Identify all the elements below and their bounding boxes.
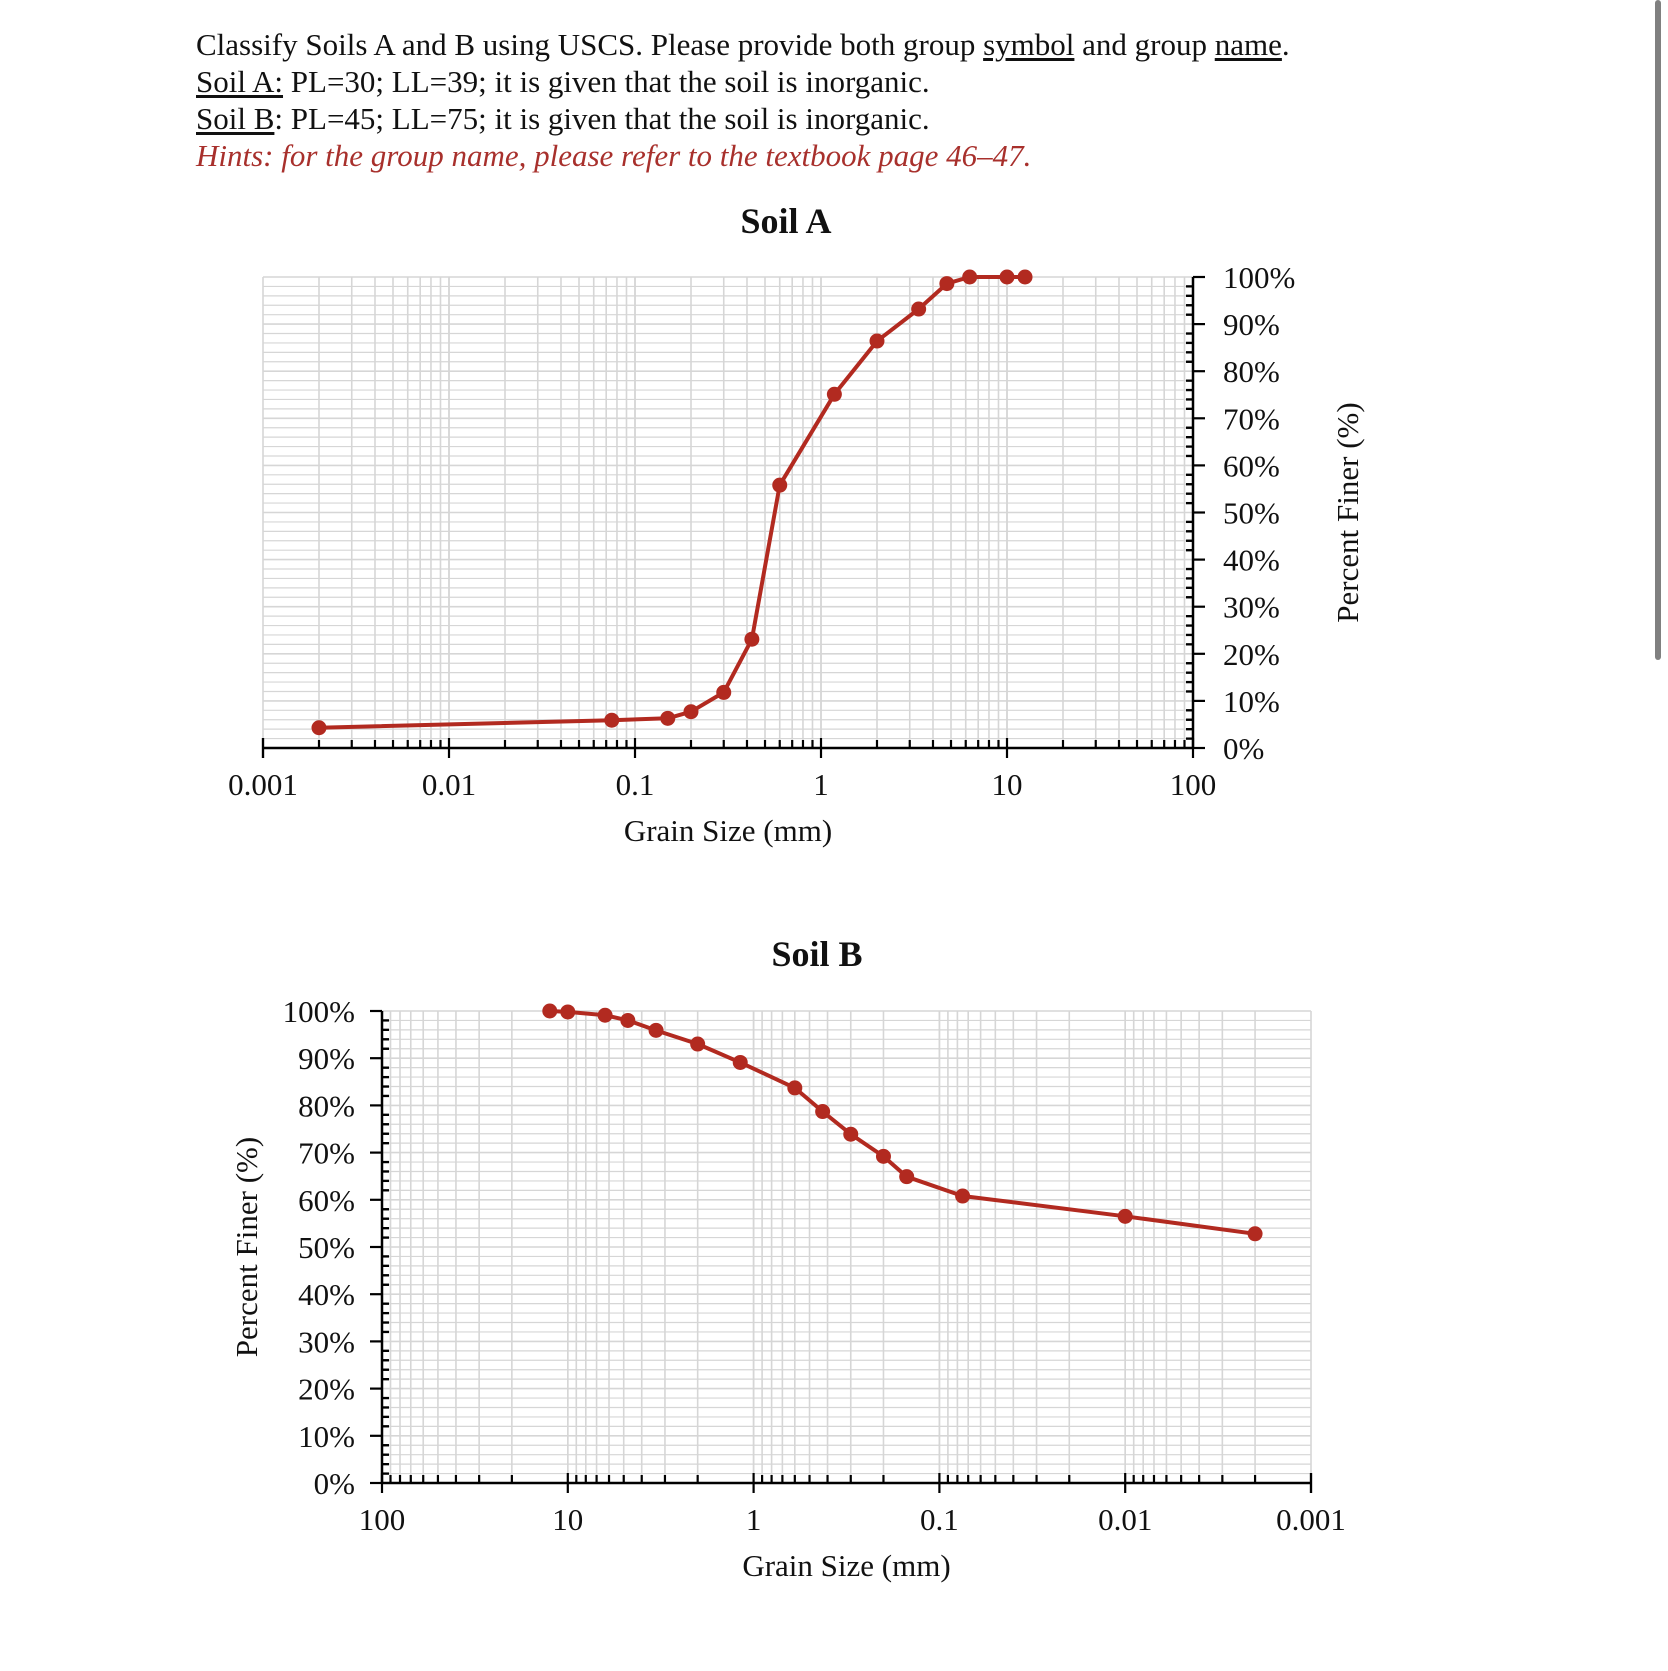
y-tick-label: 90% [1223, 307, 1280, 342]
data-point [560, 1004, 576, 1020]
data-point [843, 1126, 859, 1142]
y-tick-label: 70% [298, 1136, 355, 1171]
question-text: Classify Soils A and B using USCS. Pleas… [196, 26, 1290, 174]
y-tick-label: 90% [298, 1041, 355, 1076]
y-tick-label: 10% [1223, 684, 1280, 719]
x-tick-label: 100 [359, 1502, 406, 1537]
data-point [826, 386, 842, 402]
y-tick-label: 60% [298, 1183, 355, 1218]
data-point [772, 477, 788, 493]
y-tick-label: 40% [298, 1277, 355, 1312]
x-tick-label: 0.01 [1098, 1502, 1152, 1537]
soil-a-description: Soil A: PL=30; LL=39; it is given that t… [196, 64, 930, 99]
grid [381, 1010, 1312, 1484]
x-tick-label: 100 [1170, 767, 1217, 802]
x-axis: 100 10 1 0.1 0.01 0.001 Grain Size (mm) [359, 1473, 1346, 1583]
y-tick-label: 20% [298, 1372, 355, 1407]
data-point [869, 333, 885, 349]
data-line [318, 275, 1025, 730]
y-tick-label: 50% [298, 1230, 355, 1265]
x-tick-label: 0.001 [1276, 1502, 1346, 1537]
scrollbar-thumb[interactable] [1655, 0, 1661, 660]
x-tick-label: 0.001 [228, 767, 298, 802]
x-axis-title: Grain Size (mm) [742, 1548, 950, 1583]
data-point [1117, 1208, 1133, 1224]
chart-title: Soil B [771, 934, 862, 974]
soil-b-label: Soil B [196, 101, 275, 136]
data-point [716, 684, 732, 700]
y-axis: 0% 10% 20% 30% 40% 50% 60% 70% 80% 90% 100% Percent… [1186, 260, 1365, 766]
y-tick-label: 100% [1223, 260, 1295, 295]
hint-text: Hints: for the group name, please refer … [196, 138, 1032, 173]
data-point [999, 269, 1015, 285]
x-tick-label: 10 [992, 767, 1023, 802]
x-tick-label: 0.1 [920, 1502, 959, 1537]
data-point [732, 1054, 748, 1070]
x-axis: 0.001 0.01 0.1 1 10 100 Grain Size (mm) [228, 738, 1216, 848]
y-tick-label: 10% [298, 1419, 355, 1454]
question-line-1: Classify Soils A and B using USCS. Pleas… [196, 27, 1290, 62]
data-point [690, 1036, 706, 1052]
y-tick-label: 80% [298, 1088, 355, 1123]
x-tick-label: 1 [813, 767, 829, 802]
chart-soil-b: 100 10 1 0.1 0.01 0.001 Grain Size (mm) 0% 10% 20… [229, 934, 1346, 1583]
data-point [604, 712, 620, 728]
data-point [542, 1003, 558, 1019]
y-tick-label: 100% [283, 994, 355, 1029]
soil-a-label: Soil A: [196, 64, 284, 99]
data-point [911, 301, 927, 317]
data-point [683, 704, 699, 720]
x-tick-label: 10 [552, 1502, 583, 1537]
y-tick-label: 20% [1223, 637, 1280, 672]
grid [262, 276, 1194, 749]
data-point [875, 1148, 891, 1164]
y-tick-label: 30% [298, 1324, 355, 1359]
x-tick-label: 0.01 [422, 767, 476, 802]
y-tick-label: 0% [1223, 731, 1264, 766]
data-point [311, 720, 327, 736]
chart-title: Soil A [740, 201, 831, 241]
y-tick-label: 50% [1223, 496, 1280, 531]
y-tick-label: 30% [1223, 590, 1280, 625]
y-tick-label: 60% [1223, 448, 1280, 483]
data-point [939, 276, 955, 292]
soil-b-description: Soil B: PL=45; LL=75; it is given that t… [196, 101, 930, 136]
data-point [1017, 269, 1033, 285]
data-point [648, 1022, 664, 1038]
data-point [955, 1188, 971, 1204]
y-axis: 0% 10% 20% 30% 40% 50% 60% 70% 80% 90% 100% Percent… [229, 994, 389, 1501]
data-point [899, 1169, 915, 1185]
symbol-underlined: symbol [983, 27, 1075, 62]
y-tick-label: 0% [314, 1466, 355, 1501]
data-point [962, 269, 978, 285]
x-tick-label: 1 [746, 1502, 762, 1537]
data-point [597, 1007, 613, 1023]
data-point [620, 1012, 636, 1028]
data-point [815, 1104, 831, 1120]
name-underlined: name [1214, 27, 1282, 62]
x-axis-title: Grain Size (mm) [624, 813, 832, 848]
y-tick-label: 80% [1223, 354, 1280, 389]
data-point [744, 631, 760, 647]
y-axis-title: Percent Finer (%) [1330, 402, 1365, 622]
data-point [660, 710, 676, 726]
data-point [787, 1080, 803, 1096]
x-tick-label: 0.1 [616, 767, 655, 802]
y-axis-title: Percent Finer (%) [229, 1137, 264, 1357]
data-point [1247, 1226, 1263, 1242]
y-tick-label: 40% [1223, 543, 1280, 578]
chart-soil-a: 0.001 0.01 0.1 1 10 100 Grain Size (mm) 0% 10% 20… [228, 201, 1365, 848]
y-tick-label: 70% [1223, 401, 1280, 436]
